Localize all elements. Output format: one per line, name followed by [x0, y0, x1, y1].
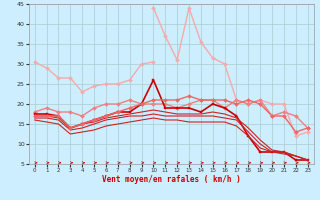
- X-axis label: Vent moyen/en rafales ( km/h ): Vent moyen/en rafales ( km/h ): [102, 175, 241, 184]
